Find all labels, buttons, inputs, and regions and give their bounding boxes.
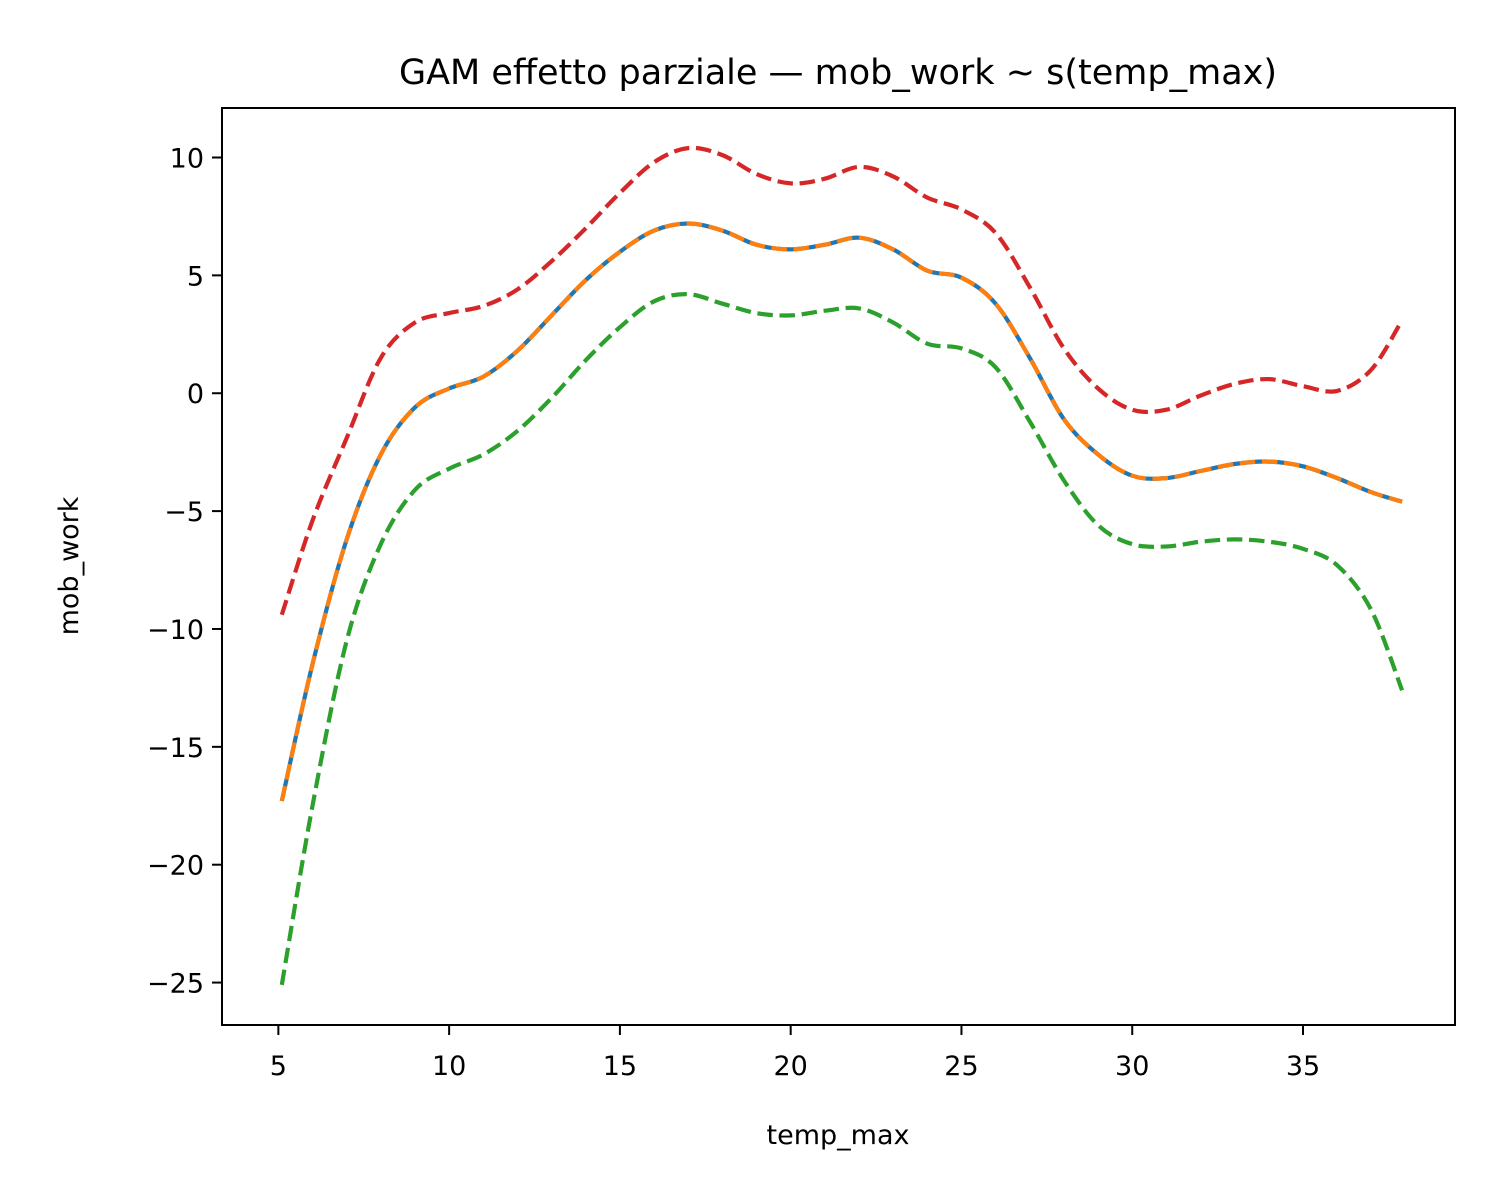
plot-frame xyxy=(221,107,1456,1026)
plot-lines-group xyxy=(279,145,1405,986)
y-axis-label: mob_work xyxy=(54,496,85,635)
x-tick-label: 15 xyxy=(603,1051,637,1082)
x-tick-label: 5 xyxy=(270,1051,287,1082)
y-tick-label: −15 xyxy=(147,733,204,764)
x-axis-label: temp_max xyxy=(767,1120,910,1151)
y-tick-label: 0 xyxy=(187,379,204,410)
y-tick-label: −10 xyxy=(147,615,204,646)
y-tick-label: 5 xyxy=(187,261,204,292)
y-axis-ticks: 10 5 0 −5 −10 −15 −20 −25 xyxy=(147,144,222,1000)
x-tick-label: 10 xyxy=(432,1051,466,1082)
x-tick-label: 20 xyxy=(774,1051,808,1082)
x-tick-label: 35 xyxy=(1286,1051,1320,1082)
x-tick-label: 30 xyxy=(1115,1051,1149,1082)
x-axis-ticks: 5 10 15 20 25 30 35 xyxy=(270,1025,1320,1082)
lower-ci-line xyxy=(279,292,1405,986)
x-tick-label: 25 xyxy=(944,1051,978,1082)
y-tick-label: −5 xyxy=(164,497,204,528)
y-tick-label: −20 xyxy=(147,851,204,882)
estimate-line-dashed xyxy=(279,221,1403,802)
upper-ci-line xyxy=(279,145,1404,616)
y-tick-label: 10 xyxy=(170,144,204,175)
y-tick-label: −25 xyxy=(147,969,204,1000)
chart-title: GAM effetto parziale — mob_work ~ s(temp… xyxy=(399,53,1277,93)
